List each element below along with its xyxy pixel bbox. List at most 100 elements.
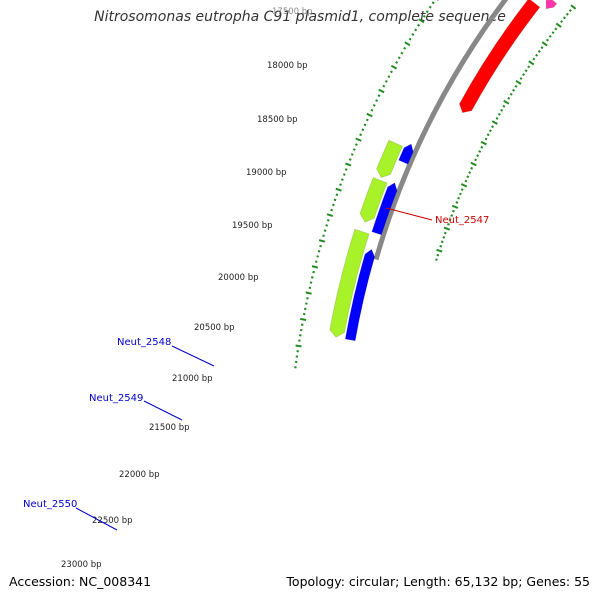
tick-mark (331, 203, 335, 207)
tick-mark (537, 49, 541, 53)
tick-mark (560, 20, 564, 23)
ruler-label: 18500 bp (257, 115, 298, 125)
tick-mark (300, 317, 307, 321)
tick-mark (365, 118, 369, 122)
tick-mark (491, 125, 495, 129)
ruler-label: 18000 bp (267, 61, 308, 71)
inner-tick-ring (294, 0, 439, 369)
ruler-label: 19500 bp (232, 221, 273, 231)
tick-mark (323, 229, 327, 232)
ruler-label: 20500 bp (194, 323, 235, 333)
tick-mark (497, 113, 501, 116)
plasmid-backbone (373, 0, 509, 261)
gene-arrow-neut-2547[interactable] (458, 0, 541, 114)
tick-mark (342, 173, 346, 176)
gene-arrow-neut-2550[interactable] (329, 228, 370, 338)
gene-label-neut-2548[interactable]: Neut_2548 (117, 337, 171, 348)
tick-mark (447, 222, 450, 226)
tick-mark (507, 96, 511, 100)
tick-mark (408, 37, 412, 41)
gene-arrow-blue-3[interactable] (344, 248, 376, 342)
ruler-label: 23000 bp (61, 560, 102, 570)
tick-mark (466, 175, 470, 179)
tick-mark (443, 226, 451, 231)
ruler-label: 19000 bp (246, 168, 287, 178)
gene-arrow-neut-2548[interactable] (376, 139, 404, 179)
tick-mark (436, 253, 440, 257)
tick-mark (450, 214, 454, 217)
tick-mark (335, 193, 339, 197)
tick-mark (509, 92, 513, 96)
tick-mark (384, 80, 388, 83)
gene-arrow-pink[interactable] (545, 0, 558, 10)
tick-mark (442, 236, 446, 239)
tick-mark (345, 162, 352, 167)
ruler-label: 17500 bp (272, 7, 313, 17)
tick-mark (316, 255, 319, 258)
tick-mark (382, 84, 386, 88)
tick-mark (500, 108, 504, 112)
tick-mark (403, 46, 407, 50)
tick-mark (397, 56, 401, 60)
accession-label: Accession: NC_008341 (9, 574, 152, 589)
tick-mark (460, 188, 464, 191)
gene-arrow-blue-2[interactable] (371, 182, 398, 236)
tick-mark (333, 198, 337, 202)
tick-mark (470, 166, 474, 170)
tick-mark (503, 99, 510, 105)
topology-summary: Topology: circular; Length: 65,132 bp; G… (286, 574, 590, 589)
leader-line-neut-2547 (385, 207, 433, 221)
tick-mark (554, 27, 558, 31)
leader-line-neut-2550 (75, 507, 118, 531)
tick-mark (428, 5, 432, 9)
tick-mark (480, 145, 484, 149)
tick-mark (474, 158, 478, 162)
tick-mark (535, 53, 539, 57)
tick-mark (439, 244, 443, 248)
tick-mark (355, 137, 362, 142)
gene-label-neut-2550[interactable]: Neut_2550 (23, 499, 77, 510)
tick-mark (541, 41, 548, 47)
tick-mark (524, 69, 528, 73)
tick-mark (295, 344, 302, 348)
outer-tick-ring (435, 4, 577, 261)
tick-mark (562, 16, 566, 20)
leader-line-neut-2549 (143, 400, 183, 421)
tick-mark (484, 137, 488, 141)
ruler-label: 20000 bp (218, 273, 259, 283)
gene-label-neut-2547[interactable]: Neut_2547 (435, 215, 489, 226)
tick-mark (326, 213, 334, 218)
tick-mark (422, 14, 426, 18)
tick-mark (389, 70, 393, 74)
tick-mark (418, 18, 425, 24)
tick-mark (464, 179, 468, 183)
tick-mark (390, 64, 398, 70)
tick-mark (478, 150, 482, 153)
tick-mark (540, 46, 544, 50)
leader-line-neut-2548 (171, 345, 215, 367)
tick-mark (522, 73, 526, 77)
tick-mark (476, 154, 480, 158)
tick-mark (502, 104, 506, 108)
tick-mark (309, 281, 313, 284)
tick-mark (319, 244, 322, 248)
tick-mark (378, 88, 385, 94)
gene-arrow-neut-2549-lime[interactable] (359, 176, 388, 223)
tick-mark (443, 231, 447, 235)
tick-mark (528, 60, 535, 66)
tick-mark (515, 79, 522, 85)
tick-mark (317, 250, 321, 253)
tick-mark (455, 201, 459, 204)
gene-arrow-blue-1[interactable] (398, 143, 414, 165)
tick-mark (326, 219, 330, 222)
tick-mark (400, 51, 404, 55)
gene-label-neut-2549[interactable]: Neut_2549 (89, 393, 143, 404)
tick-mark (322, 234, 325, 238)
tick-mark (548, 34, 552, 38)
tick-mark (340, 178, 344, 181)
tick-mark (310, 276, 314, 279)
tick-mark (312, 270, 315, 274)
tick-mark (440, 240, 444, 244)
tick-mark (348, 158, 352, 161)
tick-mark (568, 9, 572, 13)
